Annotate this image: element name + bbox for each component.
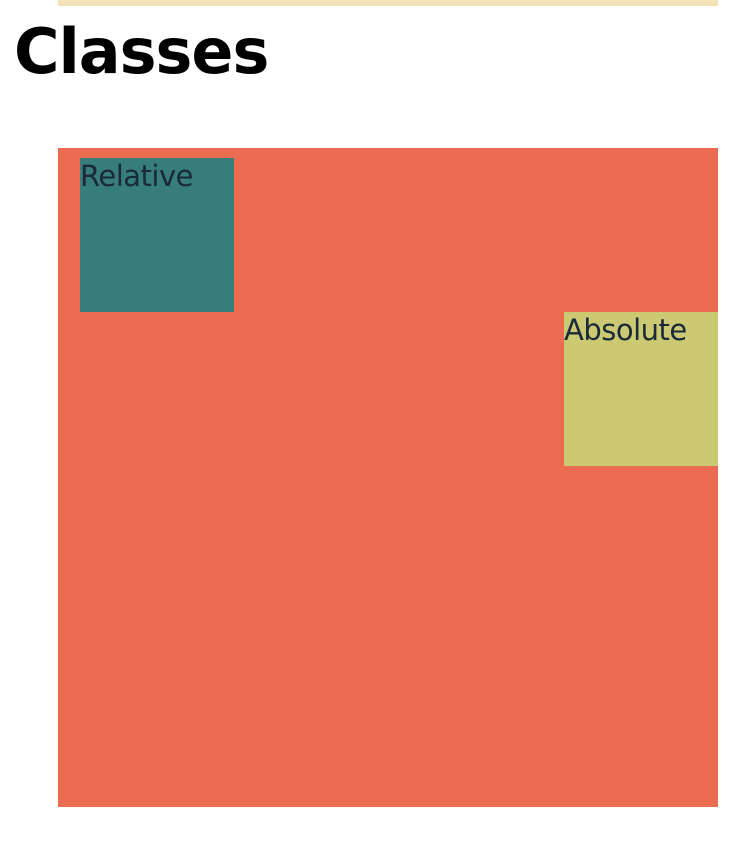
absolute-box: Absolute — [564, 312, 718, 466]
top-bar — [58, 0, 718, 6]
page-title: Classes — [14, 15, 269, 88]
positioning-container: Relative Absolute — [58, 148, 718, 807]
relative-box: Relative — [80, 158, 234, 312]
